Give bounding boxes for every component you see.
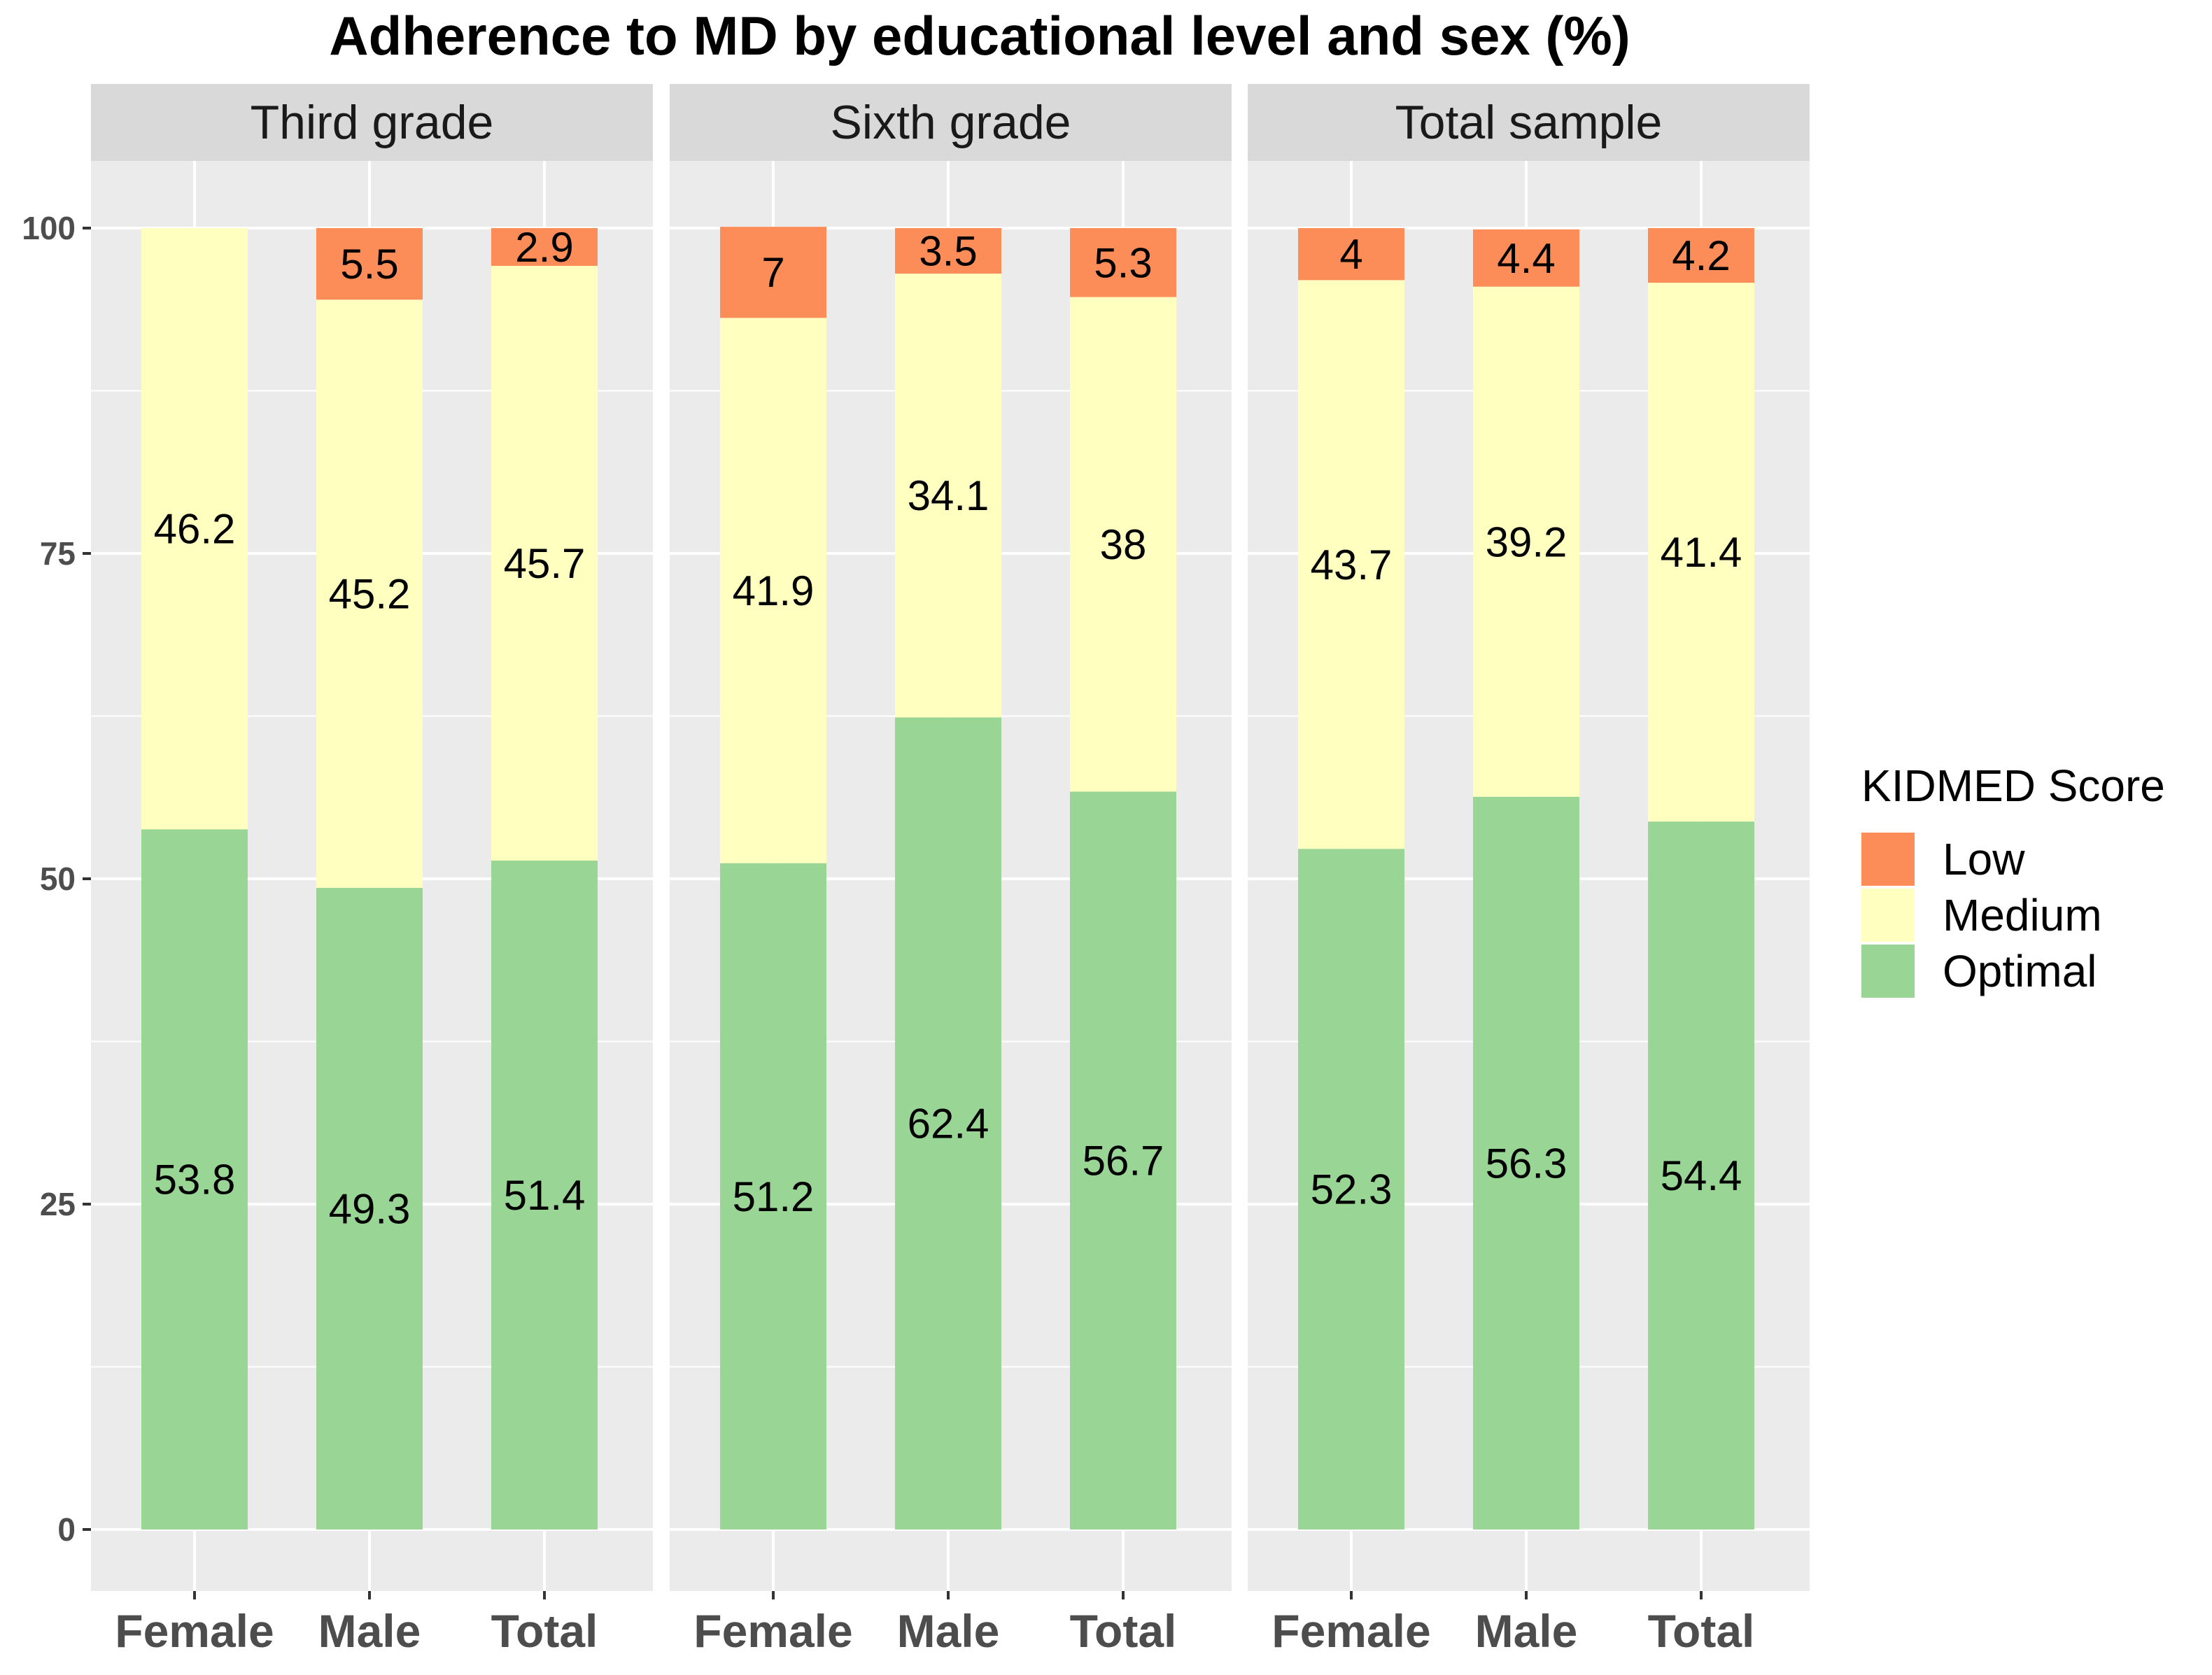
x-tick-label: Female: [1271, 1605, 1430, 1657]
data-label: 56.7: [1083, 1138, 1164, 1185]
bar-segment-optimal: [895, 717, 1001, 1529]
data-label: 3.5: [919, 228, 977, 275]
data-label: 51.4: [504, 1172, 586, 1219]
bar-segment-medium: [141, 228, 248, 830]
data-label: 45.2: [329, 571, 411, 618]
y-axis: 0 25 50 75 100: [22, 210, 91, 1548]
legend-key-medium: [1861, 889, 1915, 942]
legend-title: KIDMED Score: [1861, 761, 2165, 811]
y-tick-label: 0: [57, 1511, 76, 1548]
facet-strip: [670, 84, 1232, 161]
y-tick-label: 50: [40, 861, 76, 897]
data-label: 56.3: [1486, 1140, 1568, 1187]
bar-segment-medium: [895, 274, 1001, 718]
data-label: 41.9: [733, 567, 815, 614]
facet-label: Total sample: [1395, 96, 1663, 149]
legend-label-low: Low: [1943, 834, 2025, 884]
bar-segment-optimal: [491, 860, 598, 1529]
bar-segment-optimal: [316, 888, 423, 1529]
data-label: 49.3: [329, 1186, 411, 1233]
data-label: 43.7: [1311, 542, 1393, 588]
bar-segment-optimal: [1648, 821, 1754, 1529]
panel-total-sample: Total sample 52.3 43.7 4 56.3 39.2 4.4 54.4 41.4…: [1248, 84, 1810, 1657]
data-label: 51.2: [733, 1173, 815, 1220]
bar-segment-low: [1473, 229, 1579, 287]
data-label: 5.5: [340, 241, 398, 288]
bar-segment-low: [1648, 228, 1754, 283]
x-tick-label: Total: [491, 1605, 598, 1657]
data-label: 7: [761, 249, 784, 296]
data-label: 39.2: [1486, 518, 1568, 565]
data-label: 34.1: [908, 472, 989, 519]
legend: KIDMED Score Low Medium Optimal: [1861, 761, 2165, 998]
panel-sixth-grade: Sixth grade 51.2 41.9 7 62.4 34.1 3.5 56.7 38 5.3…: [670, 84, 1232, 1657]
y-tick-label: 100: [22, 210, 76, 246]
bar-segment-optimal: [1473, 796, 1579, 1529]
bar-segment-optimal: [1298, 849, 1404, 1529]
x-tick-label: Male: [318, 1605, 421, 1657]
facet-label: Sixth grade: [831, 96, 1071, 149]
panels-layer: Third grade 53.8 46.2 49.3 45.2 5.5 51.4 45.7 2.…: [22, 84, 1810, 1657]
data-label: 45.7: [504, 540, 586, 587]
chart-title: Adherence to MD by educational level and…: [329, 5, 1630, 66]
bar-segment-medium: [1648, 283, 1754, 822]
facet-label: Third grade: [251, 96, 494, 149]
x-tick-label: Male: [1475, 1605, 1578, 1657]
x-tick-label: Male: [897, 1605, 1000, 1657]
x-tick-label: Total: [1648, 1605, 1755, 1657]
data-label: 53.8: [154, 1157, 236, 1203]
bar-segment-medium: [720, 318, 826, 863]
bar-segment-optimal: [1070, 791, 1176, 1529]
data-label: 41.4: [1661, 529, 1742, 576]
facet-strip: [1248, 84, 1810, 161]
data-label: 62.4: [908, 1101, 989, 1147]
bar-segment-medium: [1070, 297, 1176, 792]
data-label: 52.3: [1311, 1166, 1393, 1213]
legend-key-low: [1861, 833, 1915, 886]
bar-segment-low: [491, 228, 598, 266]
data-label: 54.4: [1661, 1152, 1742, 1199]
x-tick-label: Total: [1070, 1605, 1177, 1657]
bar-segment-medium: [491, 265, 598, 861]
bar-segment-optimal: [141, 829, 248, 1529]
bar-segment-low: [895, 228, 1001, 274]
y-tick-label: 25: [40, 1186, 76, 1222]
data-label: 2.9: [515, 224, 573, 271]
legend-label-optimal: Optimal: [1943, 946, 2097, 996]
bar-segment-optimal: [720, 863, 826, 1529]
x-tick-label: Female: [693, 1605, 852, 1657]
legend-key-optimal: [1861, 945, 1915, 998]
bar-segment-low: [316, 228, 423, 300]
y-tick-label: 75: [40, 535, 76, 572]
data-label: 4.2: [1672, 232, 1730, 279]
bar-segment-medium: [1473, 286, 1579, 797]
bar-segment-medium: [1298, 280, 1404, 849]
legend-label-medium: Medium: [1943, 890, 2102, 940]
bar-segment-low: [720, 227, 826, 318]
bar-segment-low: [1298, 228, 1404, 281]
bar-segment-low: [1070, 228, 1176, 297]
facet-strip: [91, 84, 653, 161]
data-label: 4.4: [1497, 235, 1555, 282]
x-tick-label: Female: [115, 1605, 274, 1657]
data-label: 5.3: [1094, 239, 1152, 286]
panel-third-grade: Third grade 53.8 46.2 49.3 45.2 5.5 51.4 45.7 2.…: [91, 84, 653, 1657]
bar-segment-medium: [316, 299, 423, 889]
data-label: 38: [1100, 521, 1147, 568]
data-label: 4: [1339, 231, 1362, 278]
data-label: 46.2: [154, 506, 236, 553]
